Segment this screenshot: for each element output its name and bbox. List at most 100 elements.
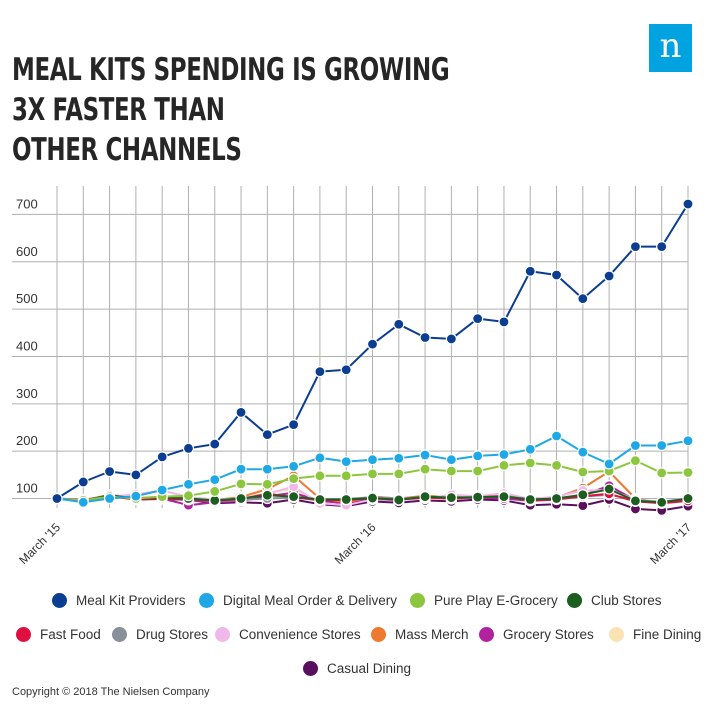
- legend-item-mass-merch[interactable]: Mass Merch: [371, 622, 469, 646]
- data-point-meal-kit-providers[interactable]: [682, 198, 694, 210]
- data-point-meal-kit-providers[interactable]: [577, 293, 589, 305]
- data-point-digital-meal-order-delivery[interactable]: [603, 458, 615, 470]
- data-point-meal-kit-providers[interactable]: [472, 312, 484, 325]
- data-point-pure-play-e-grocery[interactable]: [577, 466, 589, 478]
- data-point-digital-meal-order-delivery[interactable]: [577, 446, 589, 458]
- data-point-pure-play-e-grocery[interactable]: [419, 463, 431, 475]
- legend-item-pure-play-e-grocery[interactable]: Pure Play E-Grocery: [410, 588, 558, 612]
- legend-item-fast-food[interactable]: Fast Food: [16, 622, 101, 646]
- data-point-club-stores[interactable]: [682, 492, 694, 505]
- data-point-meal-kit-providers[interactable]: [51, 492, 63, 505]
- data-point-digital-meal-order-delivery[interactable]: [682, 435, 694, 447]
- data-point-club-stores[interactable]: [498, 491, 510, 503]
- data-point-meal-kit-providers[interactable]: [261, 429, 273, 441]
- data-point-meal-kit-providers[interactable]: [498, 316, 510, 328]
- data-point-club-stores[interactable]: [288, 491, 300, 503]
- data-point-club-stores[interactable]: [393, 494, 405, 506]
- data-point-digital-meal-order-delivery[interactable]: [656, 439, 668, 452]
- data-point-pure-play-e-grocery[interactable]: [314, 470, 326, 482]
- data-point-meal-kit-providers[interactable]: [182, 442, 195, 454]
- data-point-club-stores[interactable]: [550, 492, 563, 505]
- data-point-club-stores[interactable]: [235, 492, 247, 505]
- data-point-digital-meal-order-delivery[interactable]: [472, 450, 484, 462]
- data-point-meal-kit-providers[interactable]: [393, 318, 405, 330]
- data-point-club-stores[interactable]: [577, 489, 589, 501]
- data-point-club-stores[interactable]: [603, 483, 615, 495]
- data-point-meal-kit-providers[interactable]: [629, 241, 642, 253]
- data-point-pure-play-e-grocery[interactable]: [182, 490, 195, 502]
- data-point-digital-meal-order-delivery[interactable]: [419, 449, 431, 461]
- data-point-club-stores[interactable]: [419, 491, 431, 503]
- data-point-pure-play-e-grocery[interactable]: [209, 485, 221, 498]
- legend-item-grocery-stores[interactable]: Grocery Stores: [479, 622, 594, 646]
- data-point-digital-meal-order-delivery[interactable]: [288, 460, 300, 472]
- data-point-club-stores[interactable]: [472, 491, 484, 503]
- line-chart: 100 200 300 400 500 600 700 March '15 March '16…: [12, 186, 694, 567]
- data-point-digital-meal-order-delivery[interactable]: [524, 443, 536, 455]
- data-point-digital-meal-order-delivery[interactable]: [314, 452, 326, 464]
- data-point-club-stores[interactable]: [314, 493, 326, 506]
- data-point-digital-meal-order-delivery[interactable]: [393, 452, 405, 464]
- data-point-pure-play-e-grocery[interactable]: [261, 478, 273, 490]
- data-point-club-stores[interactable]: [366, 492, 379, 504]
- data-point-pure-play-e-grocery[interactable]: [472, 465, 484, 477]
- data-point-pure-play-e-grocery[interactable]: [366, 468, 379, 480]
- data-point-pure-play-e-grocery[interactable]: [235, 478, 247, 490]
- data-point-pure-play-e-grocery[interactable]: [550, 459, 563, 471]
- data-point-pure-play-e-grocery[interactable]: [393, 468, 405, 480]
- data-point-digital-meal-order-delivery[interactable]: [156, 484, 168, 496]
- data-point-meal-kit-providers[interactable]: [314, 366, 326, 378]
- data-point-pure-play-e-grocery[interactable]: [629, 455, 642, 467]
- legend-item-meal-kit-providers[interactable]: Meal Kit Providers: [52, 588, 186, 612]
- legend-item-convenience-stores[interactable]: Convenience Stores: [215, 622, 361, 646]
- data-point-meal-kit-providers[interactable]: [550, 269, 563, 281]
- data-point-digital-meal-order-delivery[interactable]: [498, 448, 510, 461]
- data-point-meal-kit-providers[interactable]: [235, 406, 247, 418]
- data-point-digital-meal-order-delivery[interactable]: [77, 496, 89, 508]
- data-point-digital-meal-order-delivery[interactable]: [340, 455, 352, 468]
- data-point-meal-kit-providers[interactable]: [340, 364, 352, 376]
- data-point-pure-play-e-grocery[interactable]: [524, 457, 536, 469]
- data-point-digital-meal-order-delivery[interactable]: [130, 490, 142, 502]
- data-point-pure-play-e-grocery[interactable]: [340, 470, 352, 482]
- data-point-club-stores[interactable]: [445, 491, 457, 504]
- data-point-meal-kit-providers[interactable]: [103, 465, 116, 478]
- nielsen-logo-letter: n: [659, 26, 682, 66]
- legend-swatch: [609, 626, 624, 642]
- data-point-pure-play-e-grocery[interactable]: [498, 459, 510, 471]
- legend-item-digital-meal-order-delivery[interactable]: Digital Meal Order & Delivery: [199, 588, 397, 612]
- data-point-meal-kit-providers[interactable]: [288, 419, 300, 431]
- data-point-digital-meal-order-delivery[interactable]: [103, 492, 116, 505]
- data-point-meal-kit-providers[interactable]: [156, 451, 168, 463]
- data-point-meal-kit-providers[interactable]: [445, 333, 457, 345]
- data-point-club-stores[interactable]: [340, 493, 352, 506]
- legend-item-drug-stores[interactable]: Drug Stores: [112, 622, 208, 646]
- data-point-digital-meal-order-delivery[interactable]: [235, 463, 247, 475]
- data-point-meal-kit-providers[interactable]: [524, 265, 536, 277]
- data-point-pure-play-e-grocery[interactable]: [682, 466, 694, 479]
- data-point-digital-meal-order-delivery[interactable]: [261, 463, 273, 475]
- legend-item-club-stores[interactable]: Club Stores: [567, 588, 662, 612]
- data-point-digital-meal-order-delivery[interactable]: [445, 454, 457, 466]
- data-point-digital-meal-order-delivery[interactable]: [629, 439, 642, 452]
- data-point-pure-play-e-grocery[interactable]: [656, 467, 668, 479]
- data-point-meal-kit-providers[interactable]: [366, 338, 379, 350]
- data-point-club-stores[interactable]: [524, 493, 536, 506]
- data-point-meal-kit-providers[interactable]: [77, 476, 89, 488]
- data-point-digital-meal-order-delivery[interactable]: [182, 478, 195, 490]
- data-point-digital-meal-order-delivery[interactable]: [550, 430, 563, 442]
- data-point-pure-play-e-grocery[interactable]: [288, 473, 300, 485]
- data-point-meal-kit-providers[interactable]: [130, 469, 142, 481]
- data-point-digital-meal-order-delivery[interactable]: [366, 454, 379, 466]
- data-point-meal-kit-providers[interactable]: [603, 270, 615, 282]
- data-point-club-stores[interactable]: [261, 489, 273, 501]
- data-point-meal-kit-providers[interactable]: [419, 331, 431, 344]
- data-point-pure-play-e-grocery[interactable]: [445, 465, 457, 477]
- data-point-meal-kit-providers[interactable]: [656, 241, 668, 253]
- data-point-club-stores[interactable]: [656, 496, 668, 508]
- data-point-meal-kit-providers[interactable]: [209, 438, 221, 450]
- data-point-digital-meal-order-delivery[interactable]: [209, 473, 221, 486]
- legend-item-casual-dining[interactable]: Casual Dining: [303, 656, 411, 680]
- data-point-club-stores[interactable]: [629, 495, 642, 507]
- legend-item-fine-dining[interactable]: Fine Dining: [609, 622, 701, 646]
